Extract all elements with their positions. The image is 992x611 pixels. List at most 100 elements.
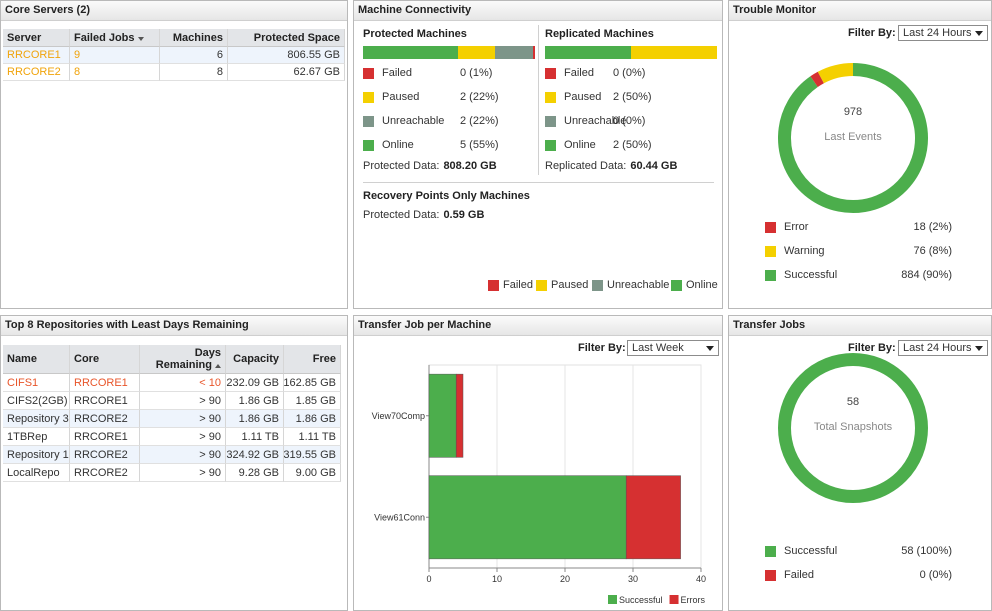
donut-segment [810, 71, 824, 88]
chart-wrap: 0 10 20 30 40 View70Comp View61Conn Successful E… [356, 360, 718, 608]
column-header[interactable]: Server [3, 29, 70, 47]
cell-text: 8 [74, 66, 81, 78]
status-value: 884 (90%) [901, 269, 952, 281]
divider [363, 182, 714, 183]
cell-text: > 90 [199, 466, 221, 479]
cell-text: > 90 [199, 412, 221, 425]
cell-text: Repository 1 [7, 448, 69, 461]
section-title: Recovery Points Only Machines [363, 190, 530, 202]
legend-swatch [363, 92, 374, 103]
section-title: Replicated Machines [545, 28, 654, 40]
cell-text: Repository 3 [7, 412, 69, 425]
legend-swatch [488, 280, 499, 291]
filter-select[interactable]: Last 24 Hours [898, 340, 988, 356]
status-label: Warning [784, 245, 825, 257]
column-header[interactable]: Failed Jobs [70, 29, 160, 47]
column-header-text: Protected Space [253, 31, 340, 44]
column-header[interactable]: Free [284, 345, 341, 374]
panel-header: Transfer Jobs [729, 316, 991, 336]
legend-label: Failed [503, 279, 533, 291]
table-cell: RRCORE2 [3, 64, 70, 81]
filter-select[interactable]: Last Week [627, 340, 719, 356]
filter-select[interactable]: Last 24 Hours [898, 25, 988, 41]
table-cell: 1.11 TB [226, 428, 284, 446]
bar-segment [455, 373, 464, 458]
panel-header: Core Servers (2) [1, 1, 347, 21]
status-label: Successful [784, 269, 838, 281]
column-header[interactable]: Core [70, 345, 140, 374]
table-cell: 232.09 GB [226, 374, 284, 392]
table-cell: > 90 [140, 464, 226, 482]
legend-label: Unreachable [607, 279, 670, 291]
legend-swatch [765, 246, 776, 257]
filter-label: Filter By: [848, 27, 896, 39]
cell-text: CIFS2(2GB) [7, 394, 68, 407]
legend-swatch [765, 222, 776, 233]
column-header-text: Days Remaining [155, 347, 221, 371]
legend-swatch [363, 140, 374, 151]
table-cell: 1.86 GB [226, 410, 284, 428]
bar-segment [625, 475, 681, 560]
table-cell: > 90 [140, 392, 226, 410]
cell-text: RRCORE1 [74, 376, 128, 389]
dropdown-arrow [975, 31, 983, 36]
data-value: 60.44 GB [630, 160, 678, 172]
panel-title: Top 8 Repositories with Least Days Remai… [5, 319, 249, 331]
cell-text: 1.86 GB [238, 394, 279, 407]
table-cell: > 90 [140, 428, 226, 446]
cell-text: 162.85 GB [284, 376, 336, 389]
dropdown-arrow [706, 346, 714, 351]
table-cell: RRCORE2 [70, 410, 140, 428]
table-cell: 8 [70, 64, 160, 81]
cell-text: > 90 [199, 394, 221, 407]
cell-text: > 90 [199, 448, 221, 461]
data-label: Protected Data: 0.59 GB [363, 209, 485, 221]
column-header[interactable]: Machines [160, 29, 228, 47]
cell-text: RRCORE2 [7, 66, 61, 78]
panel-header: Transfer Job per Machine [354, 316, 722, 336]
table-cell: 9 [70, 47, 160, 64]
table-cell: 1.85 GB [284, 392, 341, 410]
filter-value: Last 24 Hours [903, 342, 972, 354]
status-label: Unreachable [564, 115, 627, 127]
cell-text: 1TBRep [7, 430, 48, 443]
table-cell: > 90 [140, 446, 226, 464]
donut-chart [778, 353, 928, 504]
legend-swatch [669, 595, 679, 604]
column-header[interactable]: Name [3, 345, 70, 374]
column-header-text: Name [7, 353, 37, 365]
trouble-monitor-panel: Trouble Monitor [728, 0, 992, 309]
table-cell: RRCORE1 [70, 374, 140, 392]
table-cell: Repository 3 [3, 410, 70, 428]
column-header-text: Server [7, 31, 42, 44]
legend-swatch [545, 116, 556, 127]
status-bar-segment [363, 46, 458, 59]
legend-swatch [363, 116, 374, 127]
column-header[interactable]: Days Remaining [140, 345, 226, 374]
status-label: Paused [382, 91, 420, 103]
donut-total: 978 [843, 106, 863, 118]
table-cell: 6 [160, 47, 228, 64]
status-bar [363, 46, 535, 59]
donut-total: 58 [846, 396, 860, 408]
legend-swatch [545, 92, 556, 103]
legend-swatch [545, 68, 556, 79]
cell-text: 806.55 GB [287, 49, 340, 61]
cell-text: 319.55 GB [284, 448, 336, 461]
status-value: 18 (2%) [913, 221, 952, 233]
legend-label: Errors [681, 595, 706, 605]
status-bar-segment [457, 46, 496, 59]
table-cell: RRCORE1 [3, 47, 70, 64]
cell-text: 6 [216, 49, 223, 61]
data-value: 0.59 GB [443, 209, 485, 221]
legend-label: Online [686, 279, 718, 291]
column-header[interactable]: Protected Space [228, 29, 345, 47]
cell-text: LocalRepo [7, 466, 60, 479]
dropdown-arrow [975, 346, 983, 351]
bar-segment [428, 475, 627, 560]
legend-swatch [765, 270, 776, 281]
filter-value: Last Week [632, 342, 684, 354]
donut-wrap [773, 58, 933, 218]
table-cell: LocalRepo [3, 464, 70, 482]
column-header[interactable]: Capacity [226, 345, 284, 374]
